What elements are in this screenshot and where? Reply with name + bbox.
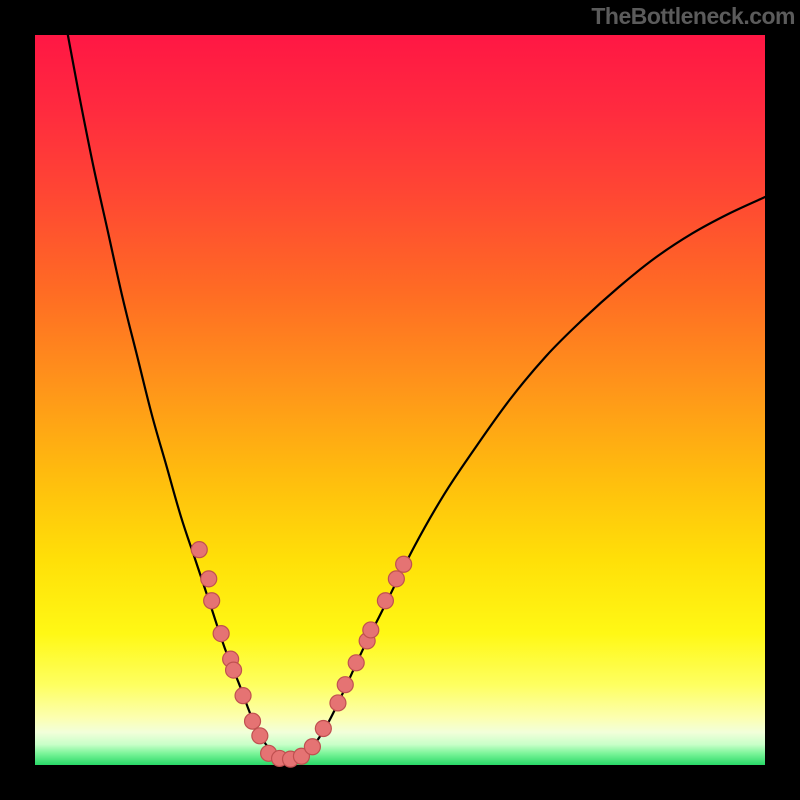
marker-left [245,713,261,729]
marker-right [348,655,364,671]
marker-left [226,662,242,678]
marker-bottom [304,739,320,755]
marker-left [235,688,251,704]
marker-left [191,542,207,558]
marker-left [213,626,229,642]
marker-left [204,593,220,609]
watermark-text: TheBottleneck.com [591,3,795,30]
marker-right [363,622,379,638]
marker-right [396,556,412,572]
marker-right [315,721,331,737]
marker-right [377,593,393,609]
marker-left [252,728,268,744]
marker-right [388,571,404,587]
marker-left [201,571,217,587]
marker-right [330,695,346,711]
plot-background [35,35,765,765]
marker-right [337,677,353,693]
bottleneck-chart [0,0,800,800]
